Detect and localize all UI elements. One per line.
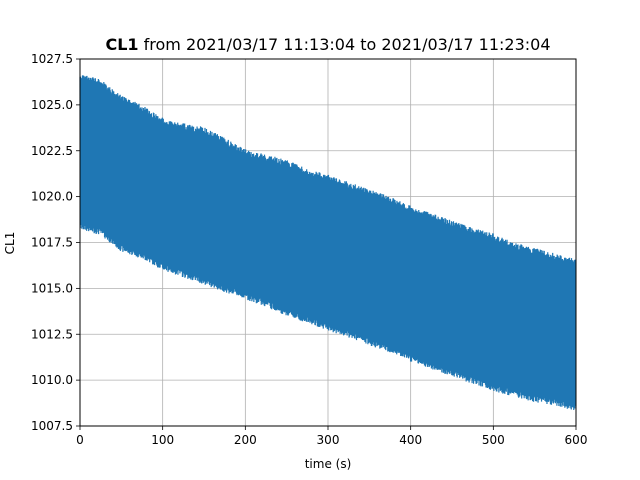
y-tick-label: 1027.5	[31, 52, 73, 66]
y-tick-label: 1025.0	[31, 98, 73, 112]
chart-title-rest: from 2021/03/17 11:13:04 to 2021/03/17 1…	[139, 35, 551, 54]
x-tick-label: 300	[317, 433, 340, 447]
x-tick-label: 400	[399, 433, 422, 447]
y-axis-ticks: 1007.5 1010.0 1012.5 1015.0 1017.5 1020.0 1022…	[31, 52, 80, 433]
y-tick-label: 1017.5	[31, 236, 73, 250]
x-tick-label: 100	[151, 433, 174, 447]
x-tick-label: 200	[234, 433, 257, 447]
y-tick-label: 1020.0	[31, 190, 73, 204]
chart-title: CL1 from 2021/03/17 11:13:04 to 2021/03/…	[105, 35, 550, 54]
x-tick-label: 0	[76, 433, 84, 447]
x-tick-label: 500	[482, 433, 505, 447]
x-tick-label: 600	[565, 433, 588, 447]
y-tick-label: 1012.5	[31, 327, 73, 341]
y-tick-label: 1007.5	[31, 419, 73, 433]
y-tick-label: 1022.5	[31, 144, 73, 158]
y-tick-label: 1015.0	[31, 281, 73, 295]
x-axis-ticks: 0 100 200 300 400 500 600	[76, 426, 587, 447]
data-series	[79, 75, 577, 411]
y-tick-label: 1010.0	[31, 373, 73, 387]
y-axis-label: CL1	[3, 232, 17, 255]
series-line	[79, 75, 577, 411]
chart-title-bold: CL1	[105, 35, 138, 54]
x-axis-label: time (s)	[305, 457, 352, 471]
